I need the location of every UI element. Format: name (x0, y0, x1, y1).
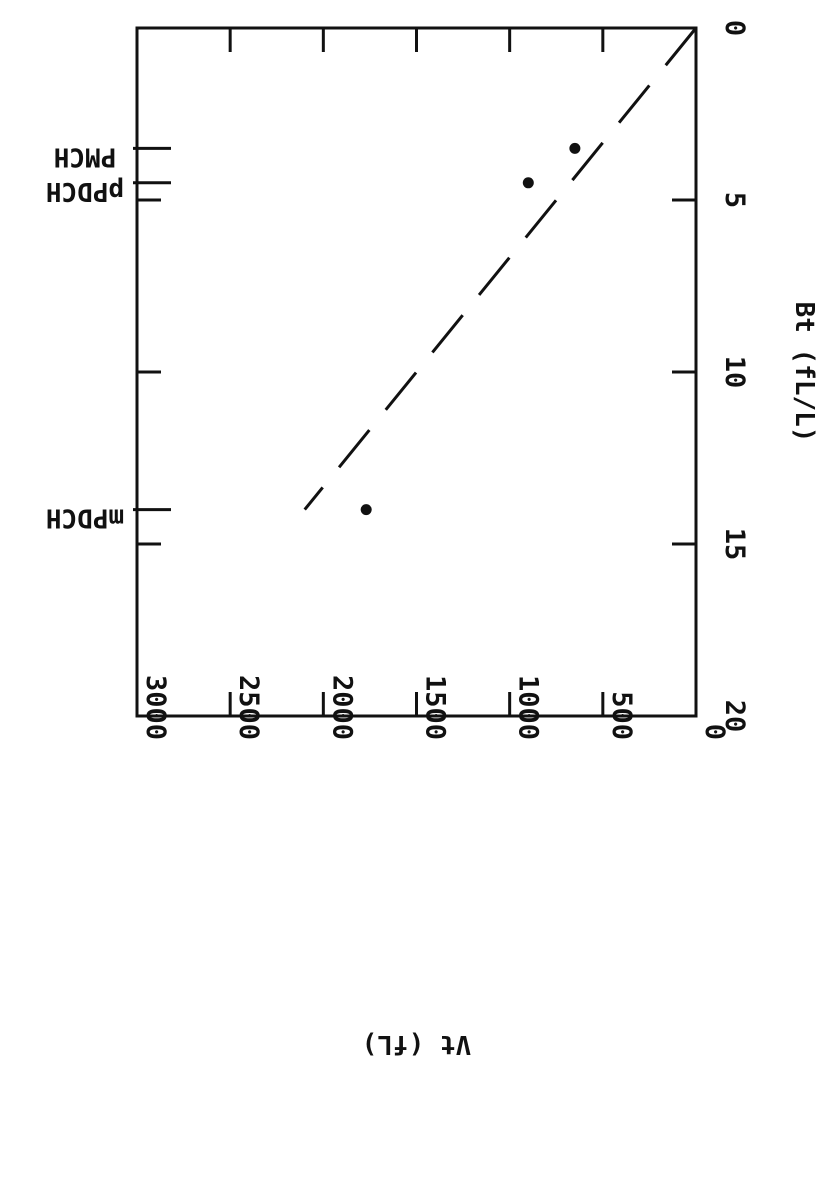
x-tick-label: 20 (719, 700, 750, 733)
y-tick-label: 500 (606, 691, 637, 740)
annotation-label: PMCH (54, 141, 117, 171)
data-point (360, 504, 372, 516)
y-axis-title: Vt (fL) (362, 1029, 472, 1059)
data-point (522, 177, 534, 189)
annotation-markers: PMCH pPDCH mPDCH (46, 141, 171, 533)
x-tick-label: 15 (719, 528, 750, 561)
annotation-label: pPDCH (46, 176, 124, 206)
tick-marks (137, 28, 696, 716)
fit-line-group (303, 27, 698, 511)
x-tick-label: 0 (719, 20, 750, 36)
x-tick-label: 10 (719, 356, 750, 389)
x-axis-title: Bt (fL/L) (789, 302, 819, 443)
y-tick-label: 3000 (140, 675, 171, 740)
x-tick-label: 5 (719, 192, 750, 208)
y-tick-label: 2500 (233, 675, 264, 740)
y-tick-label: 2000 (326, 675, 357, 740)
data-points (360, 142, 581, 516)
data-point (569, 142, 581, 154)
y-tick-label: 1000 (513, 675, 544, 740)
fit-line (303, 27, 698, 511)
y-tick-label: 0 (699, 724, 730, 740)
annotation-label: mPDCH (46, 503, 124, 533)
y-tick-label: 1500 (420, 675, 451, 740)
